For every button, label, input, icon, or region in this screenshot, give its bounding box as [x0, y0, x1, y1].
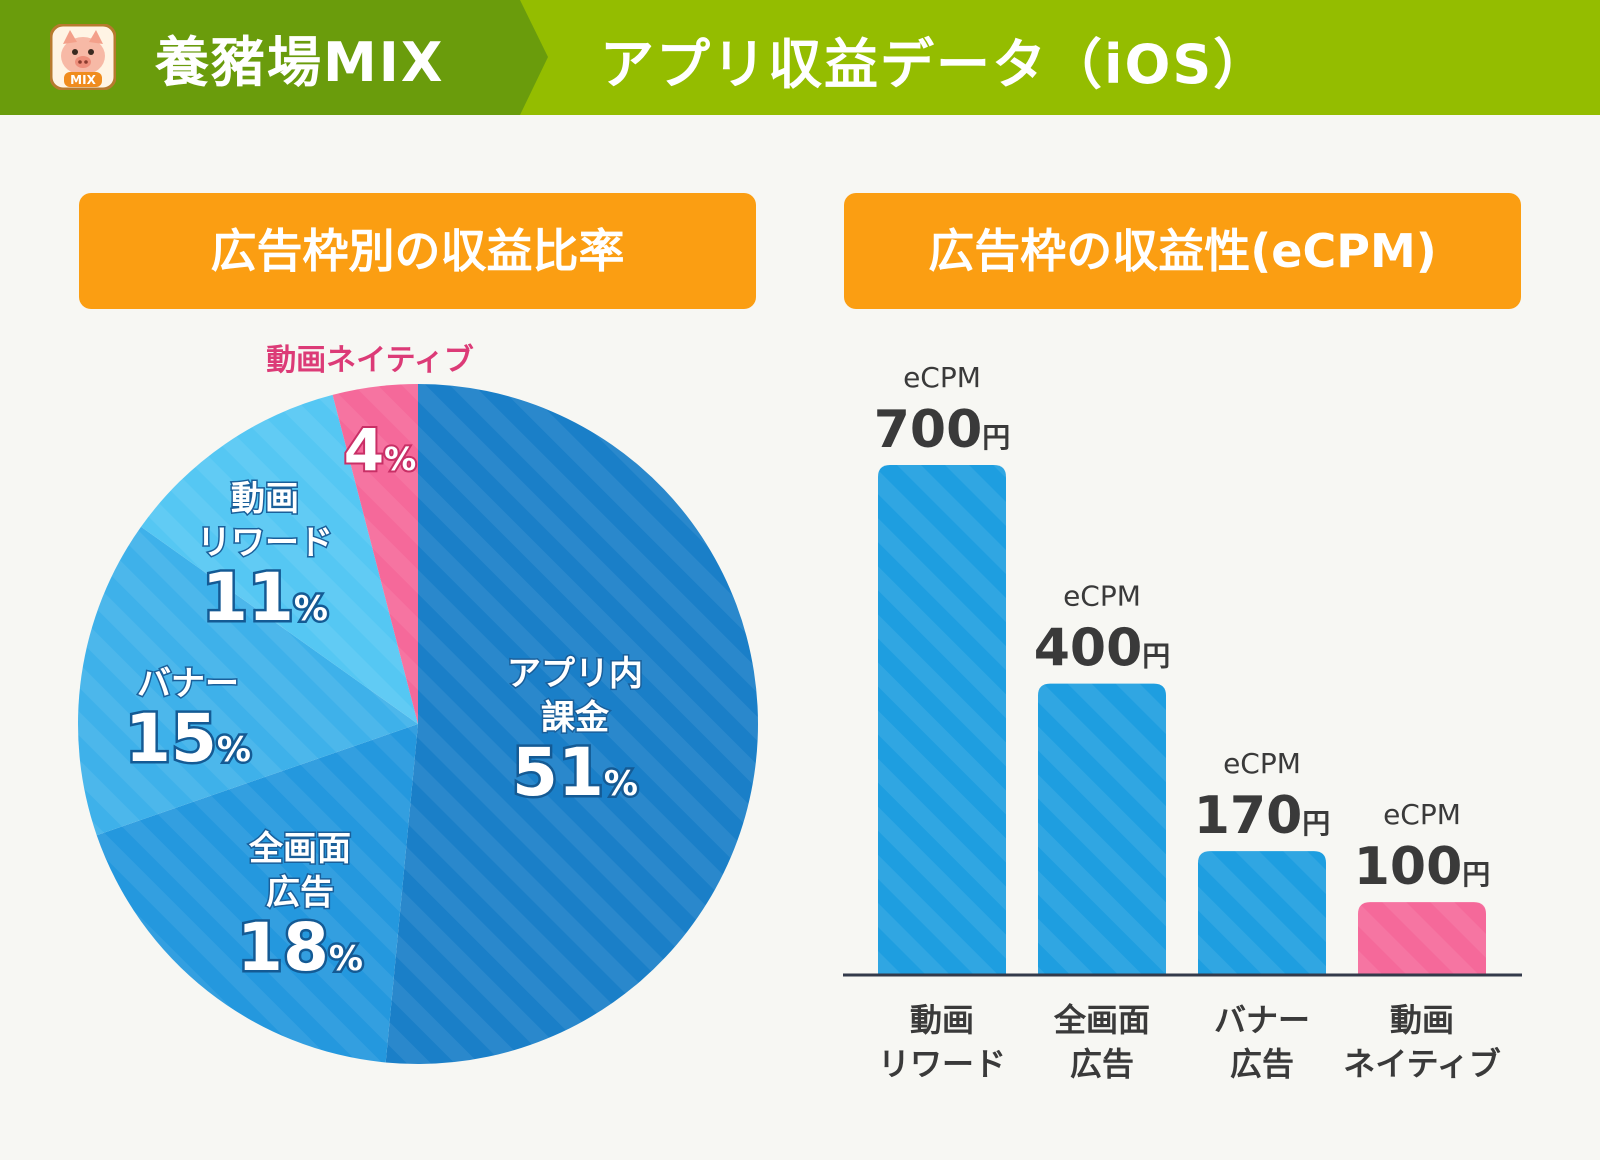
bar-category-label: バナー: [1214, 1001, 1310, 1039]
pie-slice-label: 広告: [266, 873, 334, 913]
bars: [878, 465, 1486, 975]
header-banner: MIX 養豬場MIX アプリ収益データ（iOS）: [0, 0, 1600, 115]
bar-category-label: 全画面: [1053, 1001, 1150, 1039]
bar-category-label: 動画: [910, 1001, 974, 1039]
bar-value-prefix: eCPM: [1223, 747, 1301, 780]
bar-stripe-overlay: [1198, 851, 1326, 975]
pig-face-icon: MIX: [50, 24, 116, 90]
pie-slice-label: 全画面: [248, 829, 351, 869]
pie-slice-label: リワード: [197, 523, 333, 563]
bar-category-label: リワード: [878, 1045, 1006, 1083]
bar-value-label: 170円: [1194, 786, 1331, 846]
bar-stripe-overlay: [1038, 683, 1166, 975]
pie-section-title: 広告枠別の収益比率: [79, 193, 756, 309]
app-logo: MIX: [50, 24, 116, 90]
bar-value-prefix: eCPM: [1063, 580, 1141, 613]
pie-slice-value: 11%: [202, 559, 328, 636]
bar-value-prefix: eCPM: [1383, 798, 1461, 831]
pie-slice-label: 動画: [231, 479, 299, 519]
bar-stripe-overlay: [878, 465, 1006, 975]
pie-slice-label: アプリ内: [507, 654, 643, 694]
page-title: アプリ収益データ（iOS）: [600, 33, 1270, 96]
logo-badge-text: MIX: [70, 73, 96, 87]
pie-slice-label: 動画ネイティブ: [266, 343, 474, 378]
bar-category-label: ネイティブ: [1343, 1045, 1500, 1083]
bar-category-label: 動画: [1390, 1001, 1454, 1039]
bar-stripe-overlay: [1358, 902, 1486, 975]
pie-slice-value: 51%: [512, 734, 638, 811]
pie-slice-value: 15%: [125, 700, 251, 777]
bar-section-title: 広告枠の収益性(eCPM): [844, 193, 1521, 309]
bar-category-label: 広告: [1070, 1045, 1134, 1083]
bar-value-label: 100円: [1354, 837, 1491, 897]
pie-slice-label: バナー: [137, 664, 239, 704]
bar-category-label: 広告: [1230, 1045, 1294, 1083]
bar-value-label: 400円: [1034, 619, 1171, 679]
header-dark-band: [0, 0, 548, 115]
header-background: [0, 0, 1600, 115]
bar-value-label: 700円: [874, 400, 1011, 460]
app-name: 養豬場MIX: [155, 31, 445, 94]
bar-value-prefix: eCPM: [903, 361, 981, 394]
pie-slice-value: 18%: [237, 909, 363, 986]
pie-slice-label: 課金: [541, 698, 610, 738]
pie-slice-value: 4%: [344, 416, 416, 484]
pie-stripe-overlay: [78, 384, 758, 1064]
